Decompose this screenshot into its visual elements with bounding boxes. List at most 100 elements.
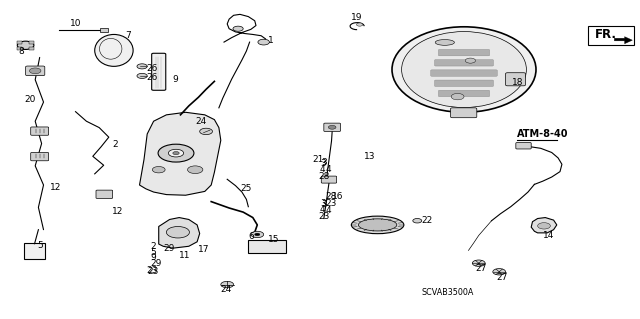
Circle shape	[173, 152, 179, 155]
Text: 6: 6	[248, 232, 254, 241]
Text: 28: 28	[325, 192, 337, 201]
FancyBboxPatch shape	[31, 152, 49, 161]
FancyBboxPatch shape	[516, 143, 531, 149]
Text: 12: 12	[50, 183, 61, 192]
Text: FR.: FR.	[595, 28, 617, 41]
Circle shape	[251, 231, 264, 238]
Text: 26: 26	[146, 73, 157, 82]
Circle shape	[413, 219, 422, 223]
FancyBboxPatch shape	[435, 60, 493, 66]
Bar	[17, 41, 22, 44]
Text: 5: 5	[37, 241, 43, 250]
Text: 13: 13	[364, 152, 375, 161]
Polygon shape	[614, 37, 632, 44]
Text: 22: 22	[421, 216, 433, 225]
Circle shape	[356, 23, 363, 26]
Text: 3: 3	[320, 199, 326, 208]
Ellipse shape	[402, 32, 526, 108]
Circle shape	[493, 269, 506, 275]
Text: 23: 23	[146, 266, 157, 275]
FancyBboxPatch shape	[248, 240, 286, 253]
Circle shape	[29, 68, 41, 74]
Ellipse shape	[95, 34, 133, 66]
Text: 2: 2	[150, 242, 156, 251]
Text: 4: 4	[320, 205, 326, 214]
FancyBboxPatch shape	[431, 70, 497, 76]
Text: 3: 3	[320, 159, 326, 168]
FancyBboxPatch shape	[324, 123, 340, 131]
Circle shape	[166, 226, 189, 238]
Text: 3: 3	[321, 158, 327, 167]
Bar	[100, 28, 108, 32]
Text: 15: 15	[268, 235, 279, 244]
Text: 7: 7	[125, 31, 131, 40]
Text: ATM-8-40: ATM-8-40	[517, 129, 568, 139]
Bar	[29, 41, 34, 44]
Text: 18: 18	[512, 78, 524, 87]
FancyBboxPatch shape	[96, 190, 113, 198]
Circle shape	[451, 93, 464, 100]
Text: 16: 16	[332, 192, 343, 201]
Ellipse shape	[435, 40, 454, 45]
Circle shape	[233, 26, 243, 31]
Text: 4: 4	[325, 165, 331, 174]
Text: 21: 21	[312, 155, 324, 164]
FancyBboxPatch shape	[321, 176, 337, 183]
Text: 26: 26	[146, 64, 157, 73]
Circle shape	[152, 167, 165, 173]
Text: 17: 17	[198, 245, 210, 254]
Text: 9: 9	[173, 75, 179, 84]
Text: 8: 8	[18, 47, 24, 56]
Bar	[29, 47, 34, 49]
Text: 4: 4	[320, 165, 326, 174]
FancyBboxPatch shape	[438, 90, 490, 97]
Text: 29: 29	[163, 244, 175, 253]
Circle shape	[158, 144, 194, 162]
FancyBboxPatch shape	[26, 66, 45, 76]
Text: 1: 1	[268, 36, 273, 45]
Text: 24: 24	[221, 285, 232, 294]
Circle shape	[221, 281, 234, 288]
Text: 4: 4	[325, 206, 331, 215]
Circle shape	[17, 41, 34, 49]
Text: 5: 5	[150, 248, 156, 256]
Polygon shape	[159, 218, 200, 248]
Text: 27: 27	[496, 273, 508, 282]
Text: 12: 12	[112, 207, 124, 216]
FancyBboxPatch shape	[588, 26, 634, 45]
Circle shape	[137, 73, 147, 78]
FancyBboxPatch shape	[451, 108, 477, 118]
Circle shape	[200, 128, 212, 135]
Circle shape	[137, 64, 147, 69]
FancyBboxPatch shape	[506, 73, 525, 86]
Circle shape	[465, 58, 476, 63]
FancyBboxPatch shape	[152, 53, 166, 90]
Text: 2: 2	[112, 140, 118, 149]
Text: 14: 14	[543, 231, 554, 240]
Ellipse shape	[392, 27, 536, 112]
Text: 23: 23	[319, 212, 330, 221]
Text: 29: 29	[150, 259, 162, 268]
Text: 3: 3	[321, 200, 327, 209]
Circle shape	[168, 149, 184, 157]
Text: 9: 9	[150, 253, 156, 262]
Circle shape	[538, 223, 550, 229]
Text: 24: 24	[195, 117, 207, 126]
Text: SCVAB3500A: SCVAB3500A	[422, 288, 474, 297]
FancyBboxPatch shape	[435, 80, 493, 86]
Polygon shape	[140, 112, 221, 195]
Text: 28: 28	[319, 172, 330, 181]
Circle shape	[258, 39, 269, 45]
FancyBboxPatch shape	[24, 243, 45, 259]
Text: 11: 11	[179, 251, 191, 260]
Ellipse shape	[351, 216, 404, 234]
Text: 10: 10	[70, 19, 82, 28]
Circle shape	[472, 260, 485, 266]
Bar	[17, 47, 22, 49]
Text: 19: 19	[351, 13, 362, 22]
Circle shape	[255, 233, 260, 236]
Circle shape	[188, 166, 203, 174]
Text: 23: 23	[325, 199, 337, 208]
Circle shape	[328, 125, 336, 129]
Text: 23: 23	[147, 267, 159, 276]
